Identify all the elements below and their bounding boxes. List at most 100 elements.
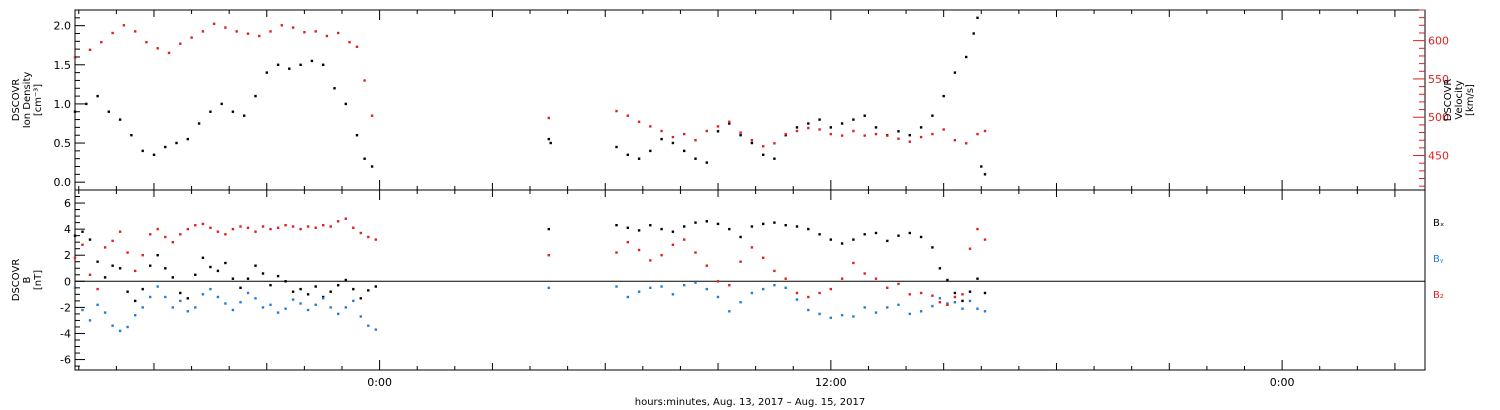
bz-point	[164, 235, 167, 239]
bx-point	[852, 238, 855, 241]
by-point	[649, 286, 652, 289]
velocity-point	[942, 128, 945, 131]
velocity-point	[716, 125, 720, 128]
bz-point	[171, 241, 174, 244]
bx-point	[306, 293, 310, 296]
legend-bz: B₂	[1433, 290, 1444, 301]
time-axis-label: hours:minutes, Aug. 13, 2017 – Aug. 15, …	[635, 397, 866, 408]
bz-point	[246, 226, 250, 229]
density-point	[299, 63, 302, 66]
velocity-point	[728, 120, 731, 123]
by-point	[216, 295, 220, 299]
by-point	[694, 281, 697, 284]
density-point	[547, 137, 550, 141]
axis-title-line: DSCOVR	[11, 259, 22, 302]
velocity-point	[235, 30, 238, 33]
density-point	[852, 118, 855, 121]
magnetic-panel-frame	[74, 189, 1426, 371]
bz-point	[908, 293, 911, 296]
bx-point	[649, 224, 652, 227]
velocity-tick-label: 500	[1428, 111, 1449, 124]
by-point	[322, 297, 325, 300]
axis-title-line: B	[22, 276, 33, 283]
bx-point	[246, 277, 250, 280]
bx-point	[637, 229, 641, 232]
bx-point	[291, 290, 295, 293]
velocity-point	[363, 79, 366, 82]
bx-point	[261, 272, 265, 275]
density-point	[130, 134, 133, 137]
bx-point	[118, 267, 122, 270]
velocity-point	[807, 126, 810, 130]
bz-point	[773, 269, 776, 273]
by-point	[626, 295, 629, 299]
bx-point	[716, 222, 720, 226]
by-point	[329, 306, 332, 309]
density-point	[965, 55, 968, 59]
bx-point	[344, 278, 347, 282]
b-field-tick-label: 2	[64, 249, 71, 262]
bz-point	[961, 293, 964, 296]
density-point	[370, 165, 374, 168]
bx-point	[750, 225, 754, 228]
bx-point	[919, 235, 923, 239]
velocity-point	[840, 134, 844, 137]
density-point	[983, 173, 987, 176]
by-point	[194, 306, 197, 309]
velocity-point	[355, 45, 359, 48]
bz-point	[88, 273, 92, 276]
velocity-point	[280, 24, 283, 27]
bz-point	[254, 230, 257, 233]
by-point	[953, 301, 957, 304]
bx-point	[81, 230, 84, 233]
density-point	[186, 137, 189, 141]
bx-point	[284, 280, 287, 283]
bx-point	[359, 297, 362, 300]
bz-point	[299, 227, 302, 231]
time-axis: 0:00 12:00 0:00	[78, 10, 1396, 389]
bx-point	[149, 264, 152, 267]
velocity-tick-label: 550	[1428, 73, 1449, 86]
bz-point	[269, 227, 272, 231]
density-point	[980, 165, 983, 168]
by-point	[186, 310, 189, 313]
bz-point	[81, 243, 84, 246]
by-point	[983, 310, 987, 313]
velocity-point	[88, 48, 92, 51]
bx-point	[694, 221, 697, 224]
density-point	[795, 126, 799, 129]
density-point	[716, 130, 720, 133]
by-point	[164, 295, 167, 299]
axis-title-line: [nT]	[33, 270, 44, 290]
by-point	[118, 329, 122, 333]
velocity-point	[224, 26, 227, 29]
by-point	[874, 311, 878, 314]
velocity-point	[167, 51, 171, 55]
bx-point	[547, 227, 550, 231]
density-point	[231, 110, 235, 113]
by-point	[284, 307, 287, 310]
bx-point	[337, 284, 340, 287]
bz-point	[141, 254, 144, 257]
by-point	[179, 299, 182, 303]
velocity-point	[852, 129, 855, 133]
by-point	[209, 287, 212, 291]
b-field-tick-label: 6	[64, 197, 71, 210]
bz-point	[179, 233, 182, 236]
bz-point	[186, 227, 189, 231]
bz-point	[239, 225, 242, 228]
density-point	[919, 126, 923, 129]
bz-point	[983, 238, 987, 241]
velocity-point	[671, 135, 675, 139]
bz-point	[103, 246, 107, 249]
bz-point	[829, 287, 832, 291]
bz-point	[660, 254, 663, 257]
bz-point	[306, 225, 310, 228]
bx-point	[660, 227, 663, 231]
bx-point	[299, 287, 302, 291]
bx-point	[886, 239, 889, 243]
density-point	[288, 67, 291, 70]
bx-point	[194, 273, 197, 276]
by-point	[716, 295, 720, 299]
by-point	[897, 303, 900, 306]
